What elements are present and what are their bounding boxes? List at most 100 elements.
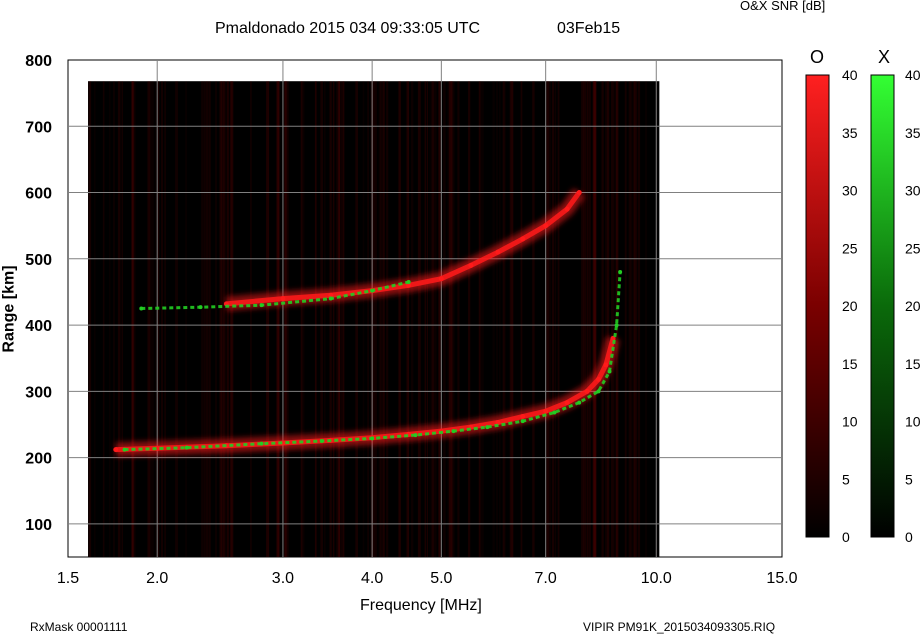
x-trace-point xyxy=(259,303,264,308)
noise-striation xyxy=(231,81,233,558)
noise-striation xyxy=(332,81,335,558)
noise-striation xyxy=(314,81,317,558)
x-colorbar-tick: 0 xyxy=(905,529,913,545)
noise-striation xyxy=(495,81,498,558)
x-colorbar-tick: 40 xyxy=(905,67,921,83)
x-trace-point xyxy=(614,323,619,328)
o-colorbar-tick: 30 xyxy=(842,183,858,199)
noise-striation xyxy=(545,81,548,558)
noise-striation xyxy=(102,81,105,558)
x-trace-point xyxy=(607,369,612,374)
x-trace-point xyxy=(406,279,411,284)
noise-striation xyxy=(645,81,647,558)
o-colorbar-tick: 20 xyxy=(842,298,858,314)
o-trace-point xyxy=(610,335,616,341)
x-trace-point xyxy=(184,445,189,450)
o-trace-point xyxy=(543,408,549,414)
noise-striation xyxy=(113,81,115,558)
noise-striation xyxy=(602,81,604,558)
noise-striation xyxy=(433,81,437,558)
noise-striation xyxy=(362,81,365,558)
noise-striation xyxy=(499,81,501,558)
noise-striation xyxy=(226,81,229,558)
chart-title: Pmaldonado 2015 034 09:33:05 UTC xyxy=(215,20,481,37)
date-label: 03Feb15 xyxy=(557,20,621,37)
noise-striation xyxy=(372,81,375,558)
x-trace-point xyxy=(485,425,490,430)
o-trace-point xyxy=(495,419,501,425)
y-tick-label: 600 xyxy=(25,186,52,203)
x-trace-point xyxy=(198,305,203,310)
noise-striation xyxy=(206,81,208,558)
o-trace-point xyxy=(603,362,609,368)
noise-striation xyxy=(637,81,641,558)
o-colorbar-tick: 25 xyxy=(842,240,858,256)
x-axis-label: Frequency [MHz] xyxy=(360,597,482,614)
y-tick-label: 100 xyxy=(25,517,52,534)
noise-striation xyxy=(88,81,91,558)
o-colorbar-label: O xyxy=(810,47,825,67)
o-trace-line xyxy=(226,191,582,307)
noise-striation xyxy=(301,81,305,558)
noise-striation xyxy=(502,81,505,558)
noise-striation xyxy=(398,81,401,558)
x-trace-point xyxy=(122,447,127,452)
x-trace-point xyxy=(577,400,582,405)
rx-mask-label: RxMask 00001111 xyxy=(30,620,128,634)
noise-striation xyxy=(584,81,588,558)
y-tick-label: 300 xyxy=(25,384,52,401)
noise-striation xyxy=(417,81,421,558)
x-colorbar-label: X xyxy=(878,47,891,67)
noise-striation xyxy=(157,81,159,558)
x-trace-point xyxy=(552,410,557,415)
noise-striation xyxy=(329,81,332,558)
o-trace-point xyxy=(520,414,526,420)
noise-striation xyxy=(132,81,136,558)
data-window xyxy=(88,81,660,558)
noise-striation xyxy=(149,81,152,558)
o-trace-point xyxy=(468,262,474,268)
noise-striation xyxy=(147,81,151,558)
noise-striation xyxy=(161,81,163,558)
x-colorbar-tick: 5 xyxy=(905,471,913,487)
noise-striation xyxy=(503,81,506,558)
o-colorbar-tick: 10 xyxy=(842,414,858,430)
noise-striation xyxy=(511,81,514,558)
o-colorbar xyxy=(805,74,830,538)
noise-striation xyxy=(406,81,409,558)
noise-striation xyxy=(410,81,414,558)
noise-striation xyxy=(554,81,557,558)
noise-striation xyxy=(315,81,318,558)
noise-striation xyxy=(615,81,618,558)
noise-striation xyxy=(222,81,226,558)
x-colorbar-tick: 25 xyxy=(905,240,921,256)
noise-striation xyxy=(589,81,591,558)
snr-label: O&X SNR [dB] xyxy=(740,0,826,13)
o-trace-point xyxy=(406,282,412,288)
noise-striation xyxy=(231,81,234,558)
noise-striation xyxy=(250,81,252,558)
noise-striation xyxy=(378,81,381,558)
file-label: VIPIR PM91K_2015034093305.RIQ xyxy=(583,620,776,634)
noise-striation xyxy=(606,81,610,558)
noise-striation xyxy=(276,81,279,558)
noise-striation xyxy=(202,81,205,558)
noise-striation xyxy=(283,81,287,558)
noise-striation xyxy=(266,81,270,558)
noise-striation xyxy=(300,81,303,558)
noise-striation xyxy=(451,81,455,558)
noise-striation xyxy=(449,81,451,558)
noise-striation xyxy=(343,81,345,558)
o-trace-point xyxy=(564,206,570,212)
x-colorbar-tick: 20 xyxy=(905,298,921,314)
noise-striation xyxy=(587,81,589,558)
x-trace-point xyxy=(319,439,324,444)
noise-striation xyxy=(546,81,548,558)
noise-striation xyxy=(109,81,111,558)
noise-striation xyxy=(492,81,495,558)
noise-striation xyxy=(367,81,369,558)
noise-striation xyxy=(337,81,341,558)
noise-striation xyxy=(338,81,341,558)
x-tick-label: 3.0 xyxy=(272,570,294,587)
